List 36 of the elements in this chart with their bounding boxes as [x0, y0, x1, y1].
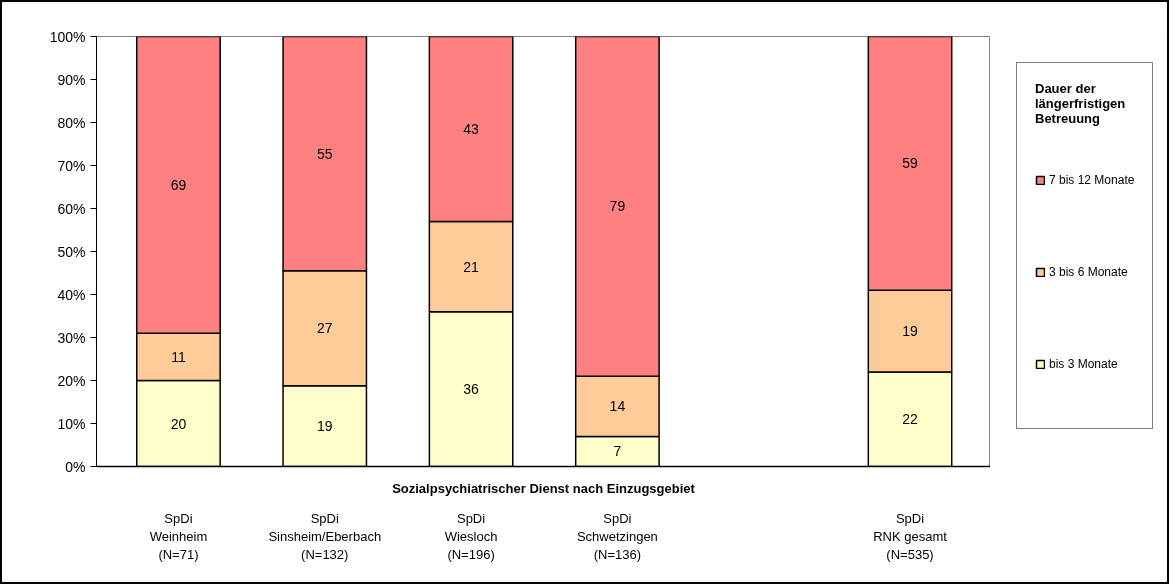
- data-label: 14: [609, 398, 626, 415]
- x-tick-label: SpDi Wiesloch (N=196): [444, 510, 498, 562]
- y-tick-label: 70%: [57, 157, 86, 174]
- data-label: 69: [170, 176, 187, 193]
- data-label: 79: [609, 198, 626, 215]
- data-label: 59: [902, 155, 919, 172]
- y-tick-label: 0%: [65, 458, 86, 475]
- data-label: 21: [463, 258, 480, 275]
- y-tick-label: 10%: [57, 415, 86, 432]
- data-label: 36: [463, 381, 480, 398]
- y-tick-label: 30%: [57, 329, 86, 346]
- y-tick-label: 60%: [57, 200, 86, 217]
- data-label: 20: [170, 415, 187, 432]
- x-axis-title: Sozialpsychiatrischer Dienst nach Einzugsgebiet: [392, 480, 696, 496]
- y-tick-label: 50%: [57, 243, 86, 260]
- data-label: 11: [171, 348, 186, 365]
- legend-label: bis 3 Monate: [1049, 356, 1118, 373]
- y-tick-label: 40%: [57, 286, 86, 303]
- legend-label: 3 bis 6 Monate: [1049, 264, 1128, 281]
- y-tick-label: 80%: [57, 114, 86, 131]
- data-label: 27: [316, 320, 333, 337]
- x-tick-label: SpDi Schwetzingen (N=136): [576, 510, 658, 562]
- data-label: 43: [463, 120, 480, 137]
- data-label: 7: [613, 443, 622, 460]
- y-tick-label: 20%: [57, 372, 86, 389]
- data-label: 22: [902, 411, 919, 428]
- x-tick-label: SpDi Sinsheim/Eberbach (N=132): [268, 510, 382, 562]
- legend-title: Dauer der längerfristigen Betreuung: [1035, 81, 1127, 126]
- x-tick-label: SpDi RNK gesamt (N=535): [873, 510, 948, 562]
- legend-label: 7 bis 12 Monate: [1049, 172, 1135, 189]
- data-label: 19: [902, 323, 919, 340]
- data-label: 19: [316, 418, 333, 435]
- data-label: 55: [316, 145, 333, 162]
- y-tick-label: 90%: [57, 71, 86, 88]
- y-tick-label: 100%: [49, 28, 86, 45]
- x-tick-label: SpDi Weinheim (N=71): [149, 510, 208, 562]
